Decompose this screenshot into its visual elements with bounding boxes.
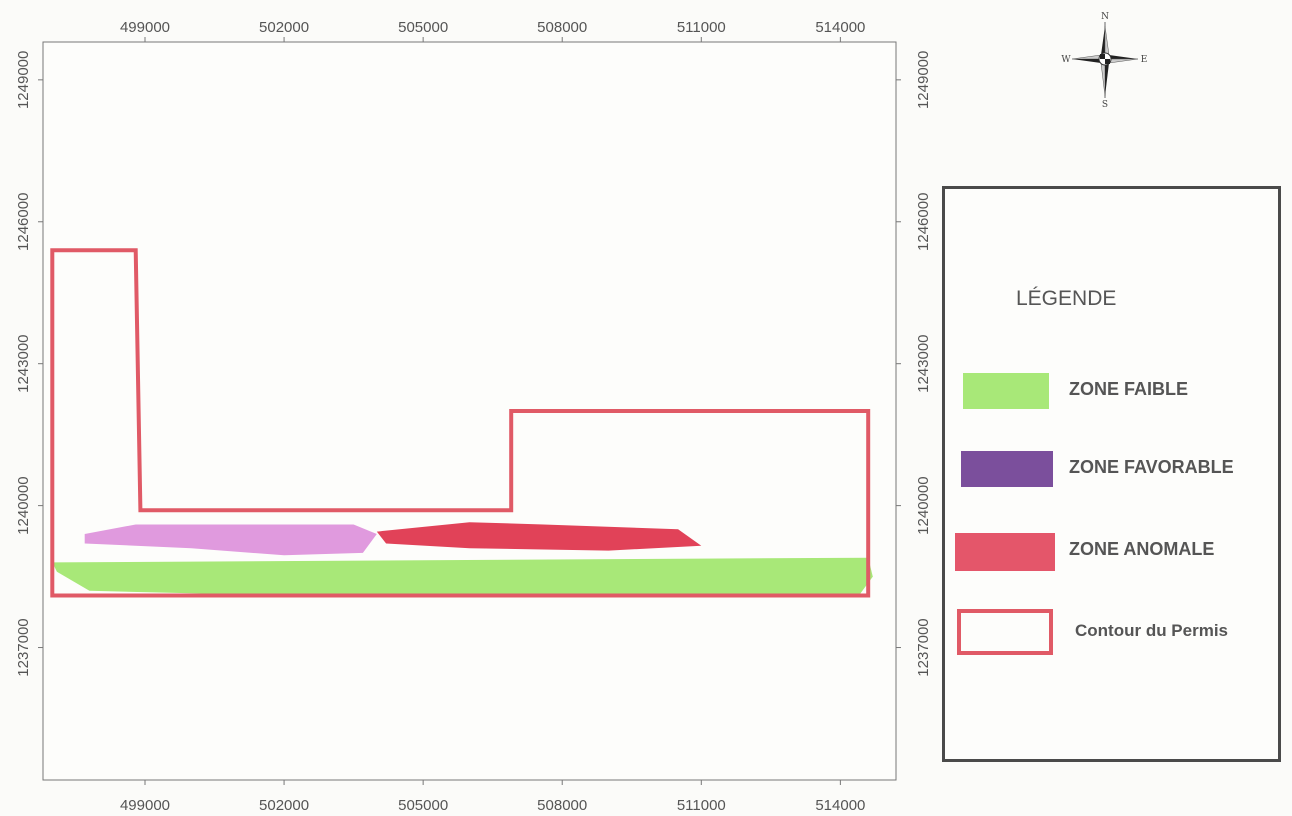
x-tick-label-bottom: 511000 <box>677 797 726 814</box>
legend-item-contour: Contour du Permis <box>945 609 1278 655</box>
legend-item-zone-anomale: ZONE ANOMALE <box>945 533 1278 573</box>
x-tick-label-bottom: 502000 <box>259 797 309 814</box>
x-tick-label-top: 502000 <box>259 19 309 36</box>
x-tick-label-bottom: 499000 <box>120 797 170 814</box>
map-layers <box>50 248 873 598</box>
legend-swatch-contour <box>957 609 1053 655</box>
compass-s: S <box>1102 100 1108 108</box>
y-tick-label-right: 1237000 <box>915 618 932 676</box>
y-tick-label-left: 1243000 <box>15 334 32 392</box>
x-tick-label-bottom: 505000 <box>398 797 448 814</box>
y-tick-label-right: 1249000 <box>915 51 932 109</box>
compass-w: W <box>1061 55 1071 65</box>
zone-faible-polygon <box>52 557 873 596</box>
legend-item-zone-favorable: ZONE FAVORABLE <box>945 451 1278 491</box>
compass-icon: N S W E <box>1061 12 1148 110</box>
y-tick-label-left: 1249000 <box>15 51 32 109</box>
legend-label-zone-anomale: ZONE ANOMALE <box>1069 539 1215 559</box>
x-tick-label-top: 514000 <box>815 19 865 36</box>
legend-label-zone-faible: ZONE FAIBLE <box>1069 379 1189 399</box>
x-tick-label-top: 508000 <box>537 19 587 36</box>
legend-title: LÉGENDE <box>1016 287 1117 310</box>
compass-n: N <box>1101 12 1109 22</box>
y-tick-label-left: 1246000 <box>15 193 32 251</box>
legend-swatch-zone-anomale <box>955 533 1055 571</box>
x-tick-label-top: 505000 <box>398 19 448 36</box>
x-tick-label-bottom: 514000 <box>815 797 865 814</box>
legend-box: LÉGENDE ZONE FAIBLE ZONE FAVORABLE ZONE … <box>942 186 1281 762</box>
y-tick-label-left: 1237000 <box>15 618 32 676</box>
x-tick-label-top: 511000 <box>677 19 726 36</box>
legend-label-zone-favorable: ZONE FAVORABLE <box>1069 457 1234 477</box>
y-tick-label-right: 1240000 <box>915 476 932 534</box>
x-tick-label-top: 499000 <box>120 19 170 36</box>
zone-favorable-polygon <box>84 524 377 556</box>
compass-rose: N S W E <box>1060 8 1150 112</box>
zone-anomale-polygon <box>376 522 702 551</box>
legend-swatch-zone-faible <box>963 373 1049 409</box>
x-tick-label-bottom: 508000 <box>537 797 587 814</box>
compass-e: E <box>1141 55 1148 65</box>
permit-contour <box>50 248 871 598</box>
legend-label-contour: Contour du Permis <box>1075 621 1229 640</box>
y-tick-label-left: 1240000 <box>15 476 32 534</box>
y-tick-label-right: 1243000 <box>915 334 932 392</box>
legend-swatch-zone-favorable <box>961 451 1053 487</box>
legend-item-zone-faible: ZONE FAIBLE <box>945 373 1278 413</box>
map-ticks: 499000 499000 502000 502000 505000 505000 5080… <box>15 19 932 814</box>
y-tick-label-right: 1246000 <box>915 193 932 251</box>
